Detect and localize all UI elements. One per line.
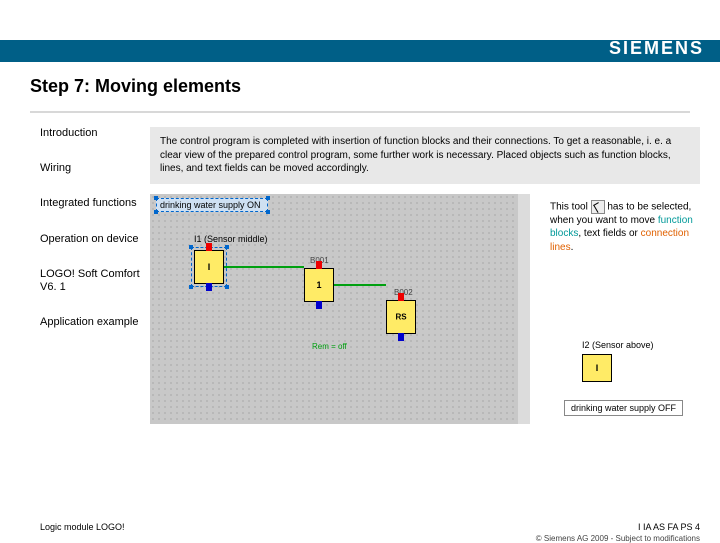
pin-top-icon xyxy=(398,293,404,301)
editor-canvas[interactable]: drinking water supply ON I1 (Sensor midd… xyxy=(150,194,530,424)
brand-bar: SIEMENS xyxy=(0,40,720,62)
label-sensor-above: I2 (Sensor above) xyxy=(582,340,654,350)
selection-tool-icon xyxy=(591,200,605,214)
description-box: The control program is completed with in… xyxy=(150,127,700,184)
pin-bottom-icon xyxy=(398,333,404,341)
footer-left: Logic module LOGO! xyxy=(40,522,125,532)
tip-pre: This tool xyxy=(550,201,588,212)
connection-line[interactable] xyxy=(224,266,304,268)
page-title: Step 7: Moving elements xyxy=(30,76,690,97)
pin-top-icon xyxy=(316,261,322,269)
footer: Logic module LOGO! I IA AS FA PS 4 © Sie… xyxy=(40,522,700,532)
function-block-b002[interactable]: RS xyxy=(386,300,416,334)
pin-bottom-icon xyxy=(316,301,322,309)
rem-label: Rem = off xyxy=(312,342,347,351)
tip-tf: text fields xyxy=(584,228,626,239)
main-area: Introduction Wiring Integrated functions… xyxy=(0,113,720,454)
diagram-area: drinking water supply ON I1 (Sensor midd… xyxy=(150,194,700,454)
sidebar-item-wiring[interactable]: Wiring xyxy=(40,162,150,175)
block-b001-sym: 1 xyxy=(316,280,321,290)
sidebar: Introduction Wiring Integrated functions… xyxy=(40,127,150,454)
block-i-letter: I xyxy=(208,262,211,272)
pin-top-icon xyxy=(206,243,212,251)
pin-bottom-icon xyxy=(206,283,212,291)
content: The control program is completed with in… xyxy=(150,127,720,454)
block-i2-letter: I xyxy=(596,363,599,373)
tip-box: This tool has to be selected, when you w… xyxy=(550,200,698,255)
sidebar-item-operation[interactable]: Operation on device xyxy=(40,233,150,246)
function-block-i2[interactable]: I xyxy=(582,354,612,382)
block-b002-sym: RS xyxy=(395,312,406,321)
connection-line[interactable] xyxy=(334,284,386,286)
sidebar-item-application-example[interactable]: Application example xyxy=(40,316,150,329)
function-block-b001[interactable]: 1 xyxy=(304,268,334,302)
text-field-on[interactable]: drinking water supply ON xyxy=(156,198,268,212)
tip-or: or xyxy=(629,228,638,239)
sidebar-item-logo-soft[interactable]: LOGO! Soft Comfort V6. 1 xyxy=(40,268,150,294)
sidebar-item-integrated-functions[interactable]: Integrated functions xyxy=(40,197,150,210)
text-field-on-label: drinking water supply ON xyxy=(160,200,261,210)
title-row: Step 7: Moving elements xyxy=(0,62,720,105)
footer-right: I IA AS FA PS 4 xyxy=(638,522,700,532)
text-field-off-label: drinking water supply OFF xyxy=(571,403,676,413)
sidebar-item-introduction[interactable]: Introduction xyxy=(40,127,150,140)
brand-logo: SIEMENS xyxy=(609,38,704,59)
text-field-off[interactable]: drinking water supply OFF xyxy=(564,400,683,416)
function-block-i[interactable]: I xyxy=(194,250,224,284)
tip-end: . xyxy=(571,242,574,253)
footer-copyright: © Siemens AG 2009 - Subject to modificat… xyxy=(536,534,700,543)
header-spacer xyxy=(0,0,720,40)
